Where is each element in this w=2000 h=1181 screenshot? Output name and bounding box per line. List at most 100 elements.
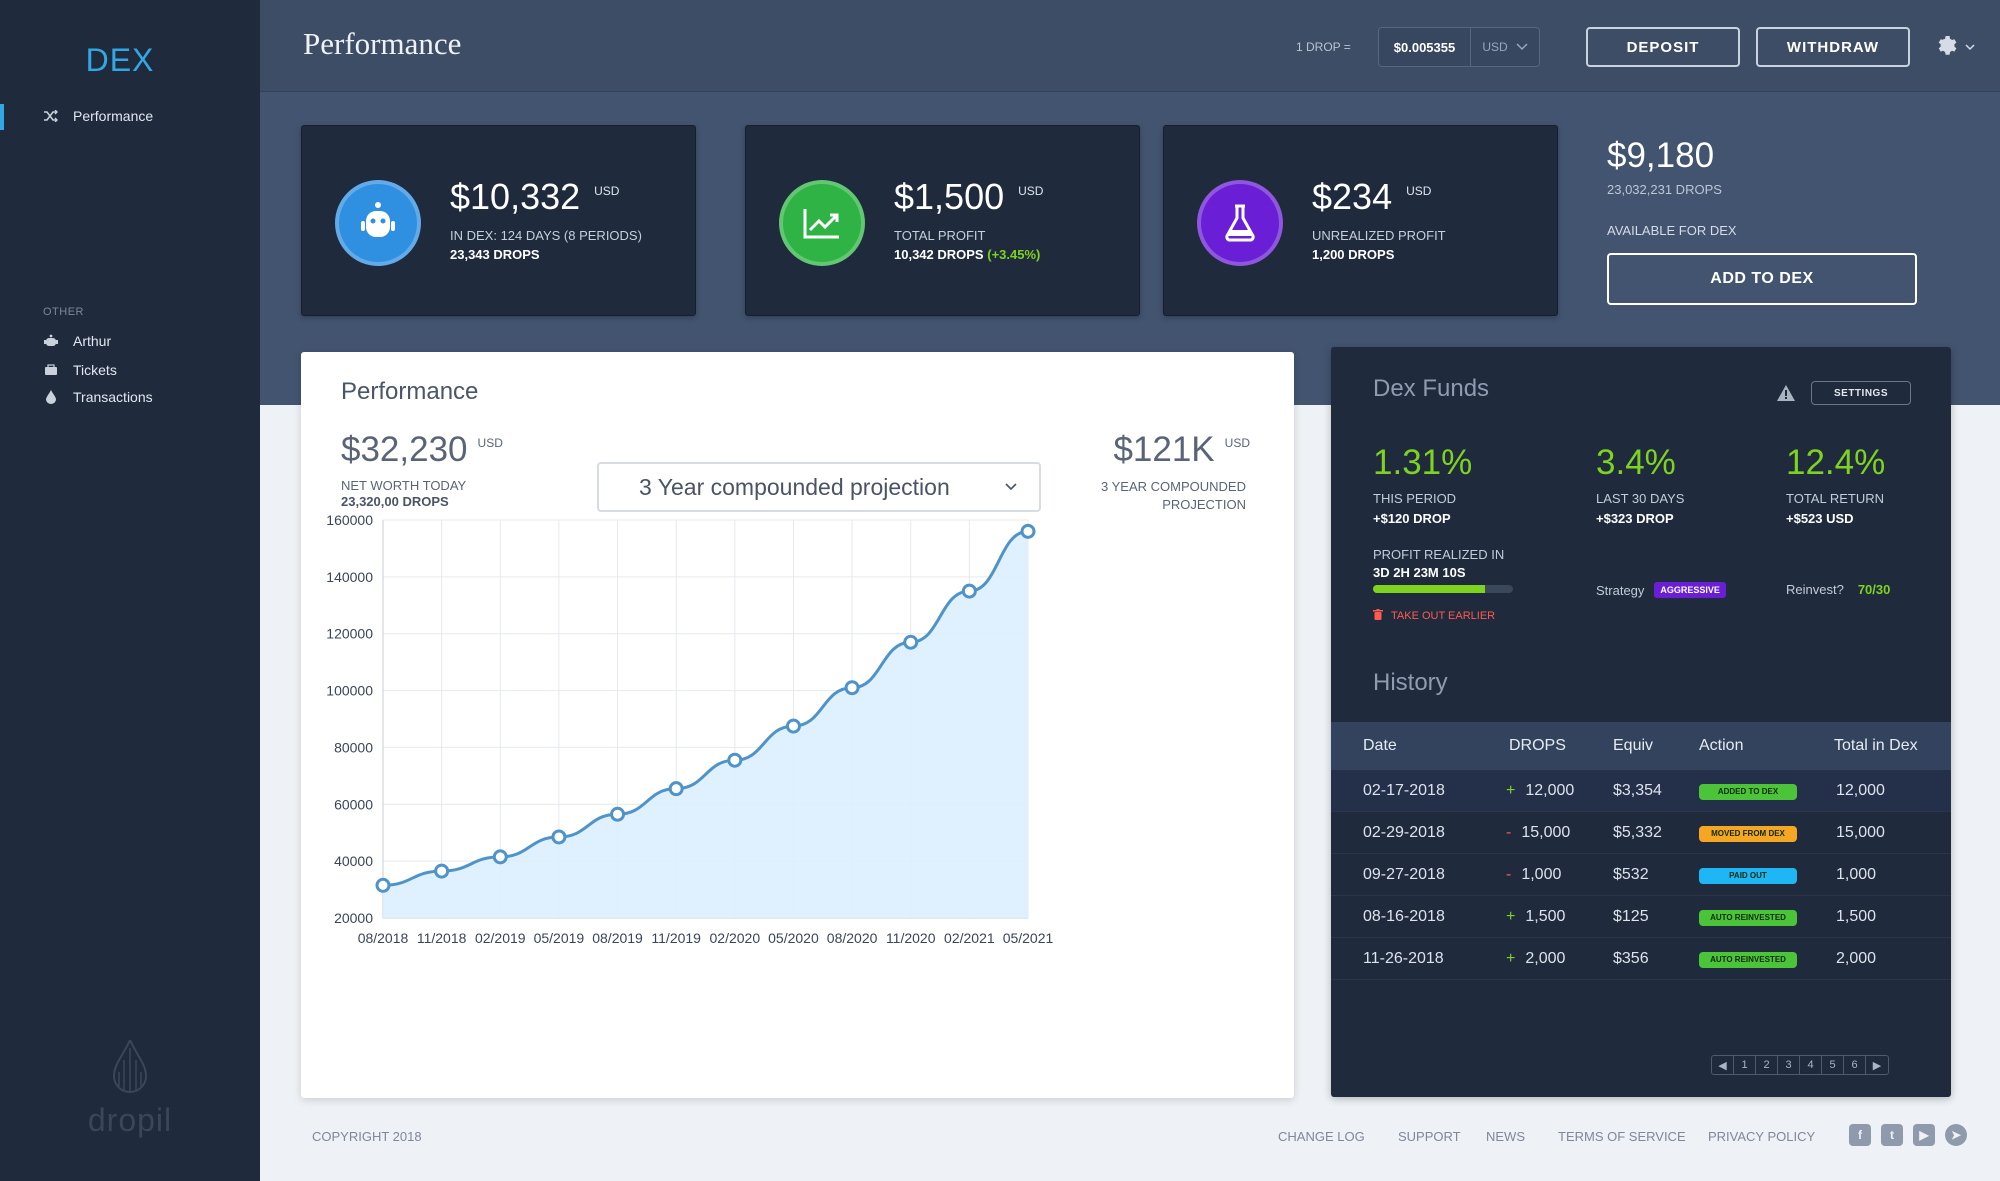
profit-progress-bar	[1373, 585, 1513, 593]
action-badge: ADDED TO DEX	[1699, 784, 1797, 800]
facebook-icon[interactable]: f	[1849, 1124, 1871, 1146]
column-header-action[interactable]: Action	[1699, 737, 1744, 754]
active-indicator	[0, 104, 4, 130]
footer-link-privacy[interactable]: PRIVACY POLICY	[1708, 1129, 1816, 1144]
x-tick-label: 02/2019	[475, 930, 526, 946]
stat-sub: +$523 USD	[1786, 511, 1854, 526]
stat-percent: 12.4%	[1786, 443, 1886, 482]
dex-funds-title: Dex Funds	[1373, 375, 1490, 402]
dex-funds-panel: Dex Funds SETTINGS 1.31% THIS PERIOD +$1…	[1331, 347, 1951, 1097]
sidebar-item-transactions[interactable]: Transactions	[43, 389, 153, 405]
row-action: AUTO REINVESTED	[1699, 907, 1797, 926]
reinvest-value[interactable]: 70/30	[1857, 582, 1891, 597]
strategy-badge[interactable]: AGGRESSIVE	[1654, 582, 1726, 598]
projection-value: $121K USD	[1113, 430, 1250, 470]
y-tick-label: 140000	[326, 569, 373, 585]
column-header-drops[interactable]: DROPS	[1509, 737, 1566, 754]
funds-settings-button[interactable]: SETTINGS	[1811, 381, 1911, 405]
projection-label-line: 3 YEAR COMPOUNDED	[1101, 479, 1246, 494]
column-header-total[interactable]: Total in Dex	[1834, 737, 1918, 754]
row-drops-value: 2,000	[1525, 949, 1566, 967]
reinvest-label: Reinvest?	[1786, 582, 1844, 597]
footer-link-support[interactable]: SUPPORT	[1398, 1129, 1461, 1144]
pager-page[interactable]: 2	[1756, 1056, 1778, 1074]
projection-select[interactable]: 3 Year compounded projection	[597, 462, 1041, 512]
row-sign: -	[1506, 865, 1512, 883]
brand-logo[interactable]: DEX	[85, 42, 155, 78]
pager-page[interactable]: 1	[1734, 1056, 1756, 1074]
kpi-unit: USD	[1406, 184, 1432, 198]
table-row[interactable]: 09-27-2018-1,000 $532 PAID OUT 1,000	[1331, 854, 1951, 896]
table-row[interactable]: 02-17-2018 +12,000 $3,354 ADDED TO DEX 12,00…	[1331, 770, 1951, 812]
action-badge: PAID OUT	[1699, 868, 1797, 884]
action-badge: MOVED FROM DEX	[1699, 826, 1797, 842]
settings-menu[interactable]	[1935, 32, 1975, 62]
kpi-unit: USD	[594, 184, 620, 198]
row-total: 1,000	[1836, 865, 1877, 883]
row-drops: +1,500	[1506, 908, 1565, 926]
row-action: ADDED TO DEX	[1699, 781, 1797, 800]
strategy: Strategy AGGRESSIVE	[1596, 582, 1726, 598]
twitter-icon[interactable]: t	[1881, 1124, 1903, 1146]
strategy-label: Strategy	[1596, 582, 1645, 598]
x-tick-label: 11/2020	[886, 930, 936, 946]
sidebar-item-label: Transactions	[73, 389, 153, 405]
stat-percent: 3.4%	[1596, 443, 1676, 482]
history-table: Date DROPS Equiv Action Total in Dex 02-…	[1331, 722, 1951, 980]
withdraw-button[interactable]: WITHDRAW	[1756, 27, 1910, 67]
pager-page[interactable]: 5	[1822, 1056, 1844, 1074]
x-tick-label: 05/2019	[534, 930, 585, 946]
deposit-button[interactable]: DEPOSIT	[1586, 27, 1740, 67]
table-row[interactable]: 02-29-2018-15,000 $5,332 MOVED FROM DEX 15,…	[1331, 812, 1951, 854]
pager-page[interactable]: 6	[1844, 1056, 1866, 1074]
take-out-earlier-link[interactable]: TAKE OUT EARLIER	[1373, 609, 1495, 623]
telegram-icon[interactable]: ➤	[1945, 1124, 1967, 1146]
pager-prev-icon[interactable]: ◀	[1712, 1056, 1734, 1074]
row-date: 11-26-2018	[1363, 949, 1444, 967]
drop-rate-label: 1 DROP =	[1296, 40, 1351, 54]
drop-icon	[43, 389, 59, 405]
footer-link-change-log[interactable]: CHANGE LOG	[1278, 1129, 1365, 1144]
pager-page[interactable]: 3	[1778, 1056, 1800, 1074]
pager-next-icon[interactable]: ▶	[1872, 1059, 1882, 1072]
currency-select[interactable]: USD	[1471, 28, 1539, 66]
sidebar-item-performance[interactable]: Performance	[43, 108, 153, 124]
table-row[interactable]: 11-26-2018 +2,000 $356 AUTO REINVESTED 2,000	[1331, 938, 1951, 980]
row-action: MOVED FROM DEX	[1699, 823, 1797, 842]
column-header-date[interactable]: Date	[1363, 737, 1397, 754]
stat-last-30-days: 3.4% LAST 30 DAYS +$323 DROP	[1596, 443, 1684, 526]
youtube-icon[interactable]: ▶	[1913, 1124, 1935, 1146]
table-row[interactable]: 08-16-2018 +1,500 $125 AUTO REINVESTED 1,500	[1331, 896, 1951, 938]
stat-label: TOTAL RETURN	[1786, 491, 1884, 506]
column-header-equiv[interactable]: Equiv	[1613, 737, 1654, 754]
available-drops: 23,032,231 DROPS	[1607, 182, 1722, 197]
sidebar-item-tickets[interactable]: Tickets	[43, 362, 117, 378]
kpi-amount: $1,500	[894, 176, 1005, 217]
pager-page[interactable]: 4	[1800, 1056, 1822, 1074]
x-tick-label: 02/2021	[944, 930, 995, 946]
projection-label: 3 YEAR COMPOUNDED PROJECTION	[1086, 478, 1246, 514]
net-worth-unit: USD	[477, 436, 503, 450]
data-point	[492, 849, 508, 865]
warning-icon	[1777, 385, 1795, 401]
history-rows: 02-17-2018 +12,000 $3,354 ADDED TO DEX 12,00…	[1331, 770, 1951, 980]
sidebar-section-label: OTHER	[43, 306, 84, 318]
row-drops: +2,000	[1506, 950, 1565, 968]
row-equiv: $5,332	[1613, 823, 1662, 841]
y-tick-label: 120000	[326, 626, 373, 642]
sidebar-item-arthur[interactable]: Arthur	[43, 333, 111, 349]
projection-unit: USD	[1224, 436, 1250, 450]
add-to-dex-button[interactable]: ADD TO DEX	[1607, 253, 1917, 305]
available-label: AVAILABLE FOR DEX	[1607, 223, 1737, 238]
y-tick-label: 80000	[334, 739, 373, 755]
net-worth-label: NET WORTH TODAY	[341, 478, 467, 493]
y-tick-label: 100000	[326, 683, 373, 699]
history-header-row: Date DROPS Equiv Action Total in Dex	[1331, 722, 1951, 770]
footer-link-terms[interactable]: TERMS OF SERVICE	[1558, 1129, 1686, 1144]
trash-icon	[1373, 609, 1383, 623]
take-out-earlier-label: TAKE OUT EARLIER	[1391, 610, 1496, 622]
stat-label: THIS PERIOD	[1373, 491, 1457, 506]
kpi-percent: (+3.45%)	[987, 247, 1041, 262]
footer-link-news[interactable]: NEWS	[1486, 1129, 1525, 1144]
y-tick-label: 20000	[334, 910, 373, 926]
